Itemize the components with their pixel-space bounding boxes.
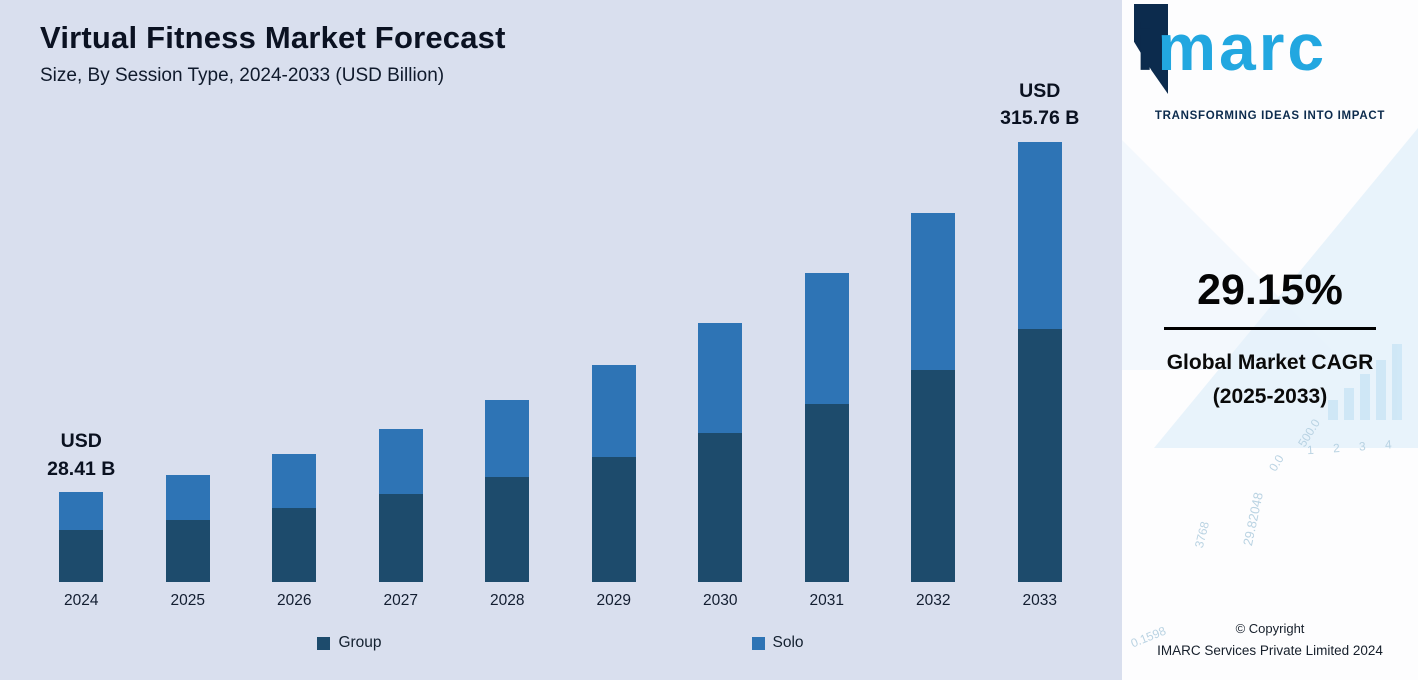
x-label-2028: 2028: [490, 592, 525, 609]
cagr-underline: [1164, 327, 1376, 330]
bar-column-2028: [454, 36, 561, 582]
bar-column-2031: [774, 36, 881, 582]
legend-label: Group: [338, 634, 382, 651]
copyright-block: © Copyright IMARC Services Private Limit…: [1122, 621, 1418, 658]
x-label-2025: 2025: [170, 592, 205, 609]
decorative-number: 3768: [1192, 520, 1213, 550]
cagr-block: 29.15% Global Market CAGR (2025-2033): [1122, 266, 1418, 413]
bar-column-2024: USD 28.41 B: [28, 36, 135, 582]
bar-column-2033: USD 315.76 B: [987, 36, 1094, 582]
cagr-label-line2: (2025-2033): [1212, 384, 1328, 408]
bar-column-2030: [667, 36, 774, 582]
legend-label: Solo: [772, 634, 804, 651]
cagr-value: 29.15%: [1197, 266, 1343, 314]
bar-2028-group: [485, 477, 530, 582]
bar-2031-solo: [804, 272, 849, 404]
bar-2033-solo: [1017, 142, 1062, 329]
x-label-2024: 2024: [64, 592, 99, 609]
value-annotation-2024: USD 28.41 B: [47, 429, 116, 480]
chart-title: Virtual Fitness Market Forecast: [40, 20, 506, 55]
bar-2030-solo: [698, 322, 743, 433]
x-label-2026: 2026: [277, 592, 312, 609]
chart-region: Virtual Fitness Market Forecast Size, By…: [28, 20, 1093, 652]
logo-letter-i: i: [1136, 10, 1158, 84]
bar-2027-solo: [378, 429, 423, 495]
bar-2024-solo: [59, 492, 104, 531]
x-axis-labels: 2024 2025 2026 2027 2028 2029 2030 2031 2032 2033: [28, 592, 1093, 610]
x-label-2032: 2032: [916, 592, 951, 609]
legend-item-solo: Solo: [751, 634, 804, 652]
bar-column-2025: [135, 36, 242, 582]
bar-column-2032: [880, 36, 987, 582]
copyright-symbol-line: © Copyright: [1235, 621, 1305, 636]
logo-letters-marc: marc: [1157, 10, 1328, 84]
bar-2025-solo: [165, 474, 210, 521]
x-label-2033: 2033: [1022, 592, 1057, 609]
decorative-mini-bar-chart-icon: [1328, 344, 1402, 420]
bar-2028-solo: [485, 399, 530, 478]
chart-columns: USD 28.41 B USD 315.76 B: [28, 36, 1093, 582]
x-label-2030: 2030: [703, 592, 738, 609]
bar-2026-solo: [272, 454, 317, 509]
bar-column-2027: [348, 36, 455, 582]
bar-2030-group: [698, 432, 743, 582]
brand-panel: 1 2 3 4 500.0 0.0 29.82048 3768 0.1598 i…: [1122, 0, 1418, 680]
bar-2033-group: [1017, 329, 1062, 582]
bar-2032-solo: [911, 212, 956, 370]
bar-2031-group: [804, 404, 849, 582]
bar-2027-group: [378, 494, 423, 582]
bar-2026-group: [272, 508, 317, 582]
chart-header: Virtual Fitness Market Forecast Size, By…: [40, 20, 506, 87]
bar-2029-group: [591, 457, 636, 582]
chart-subtitle: Size, By Session Type, 2024-2033 (USD Bi…: [40, 65, 445, 86]
bar-column-2029: [561, 36, 668, 582]
legend-swatch-icon: [751, 636, 765, 650]
imarc-logo: imarc: [1136, 14, 1327, 80]
cagr-label-line1: Global Market CAGR: [1166, 351, 1374, 374]
legend-swatch-icon: [317, 636, 331, 650]
x-label-2029: 2029: [596, 592, 631, 609]
logo-tagline: TRANSFORMING IDEAS INTO IMPACT: [1154, 110, 1386, 122]
value-annotation-2033: USD 315.76 B: [1000, 79, 1080, 130]
bar-2025-group: [165, 520, 210, 582]
decorative-number: 29.82048: [1240, 490, 1266, 548]
bar-2024-group: [59, 530, 104, 582]
legend-item-group: Group: [317, 634, 382, 652]
x-label-2031: 2031: [809, 592, 844, 609]
decorative-number: 0.0: [1265, 452, 1287, 474]
bar-column-2026: [241, 36, 348, 582]
chart-legend: Group Solo: [28, 634, 1093, 652]
x-label-2027: 2027: [383, 592, 418, 609]
copyright-company-line: IMARC Services Private Limited 2024: [1157, 643, 1383, 658]
bar-2032-group: [911, 369, 956, 582]
bar-2029-solo: [591, 364, 636, 458]
